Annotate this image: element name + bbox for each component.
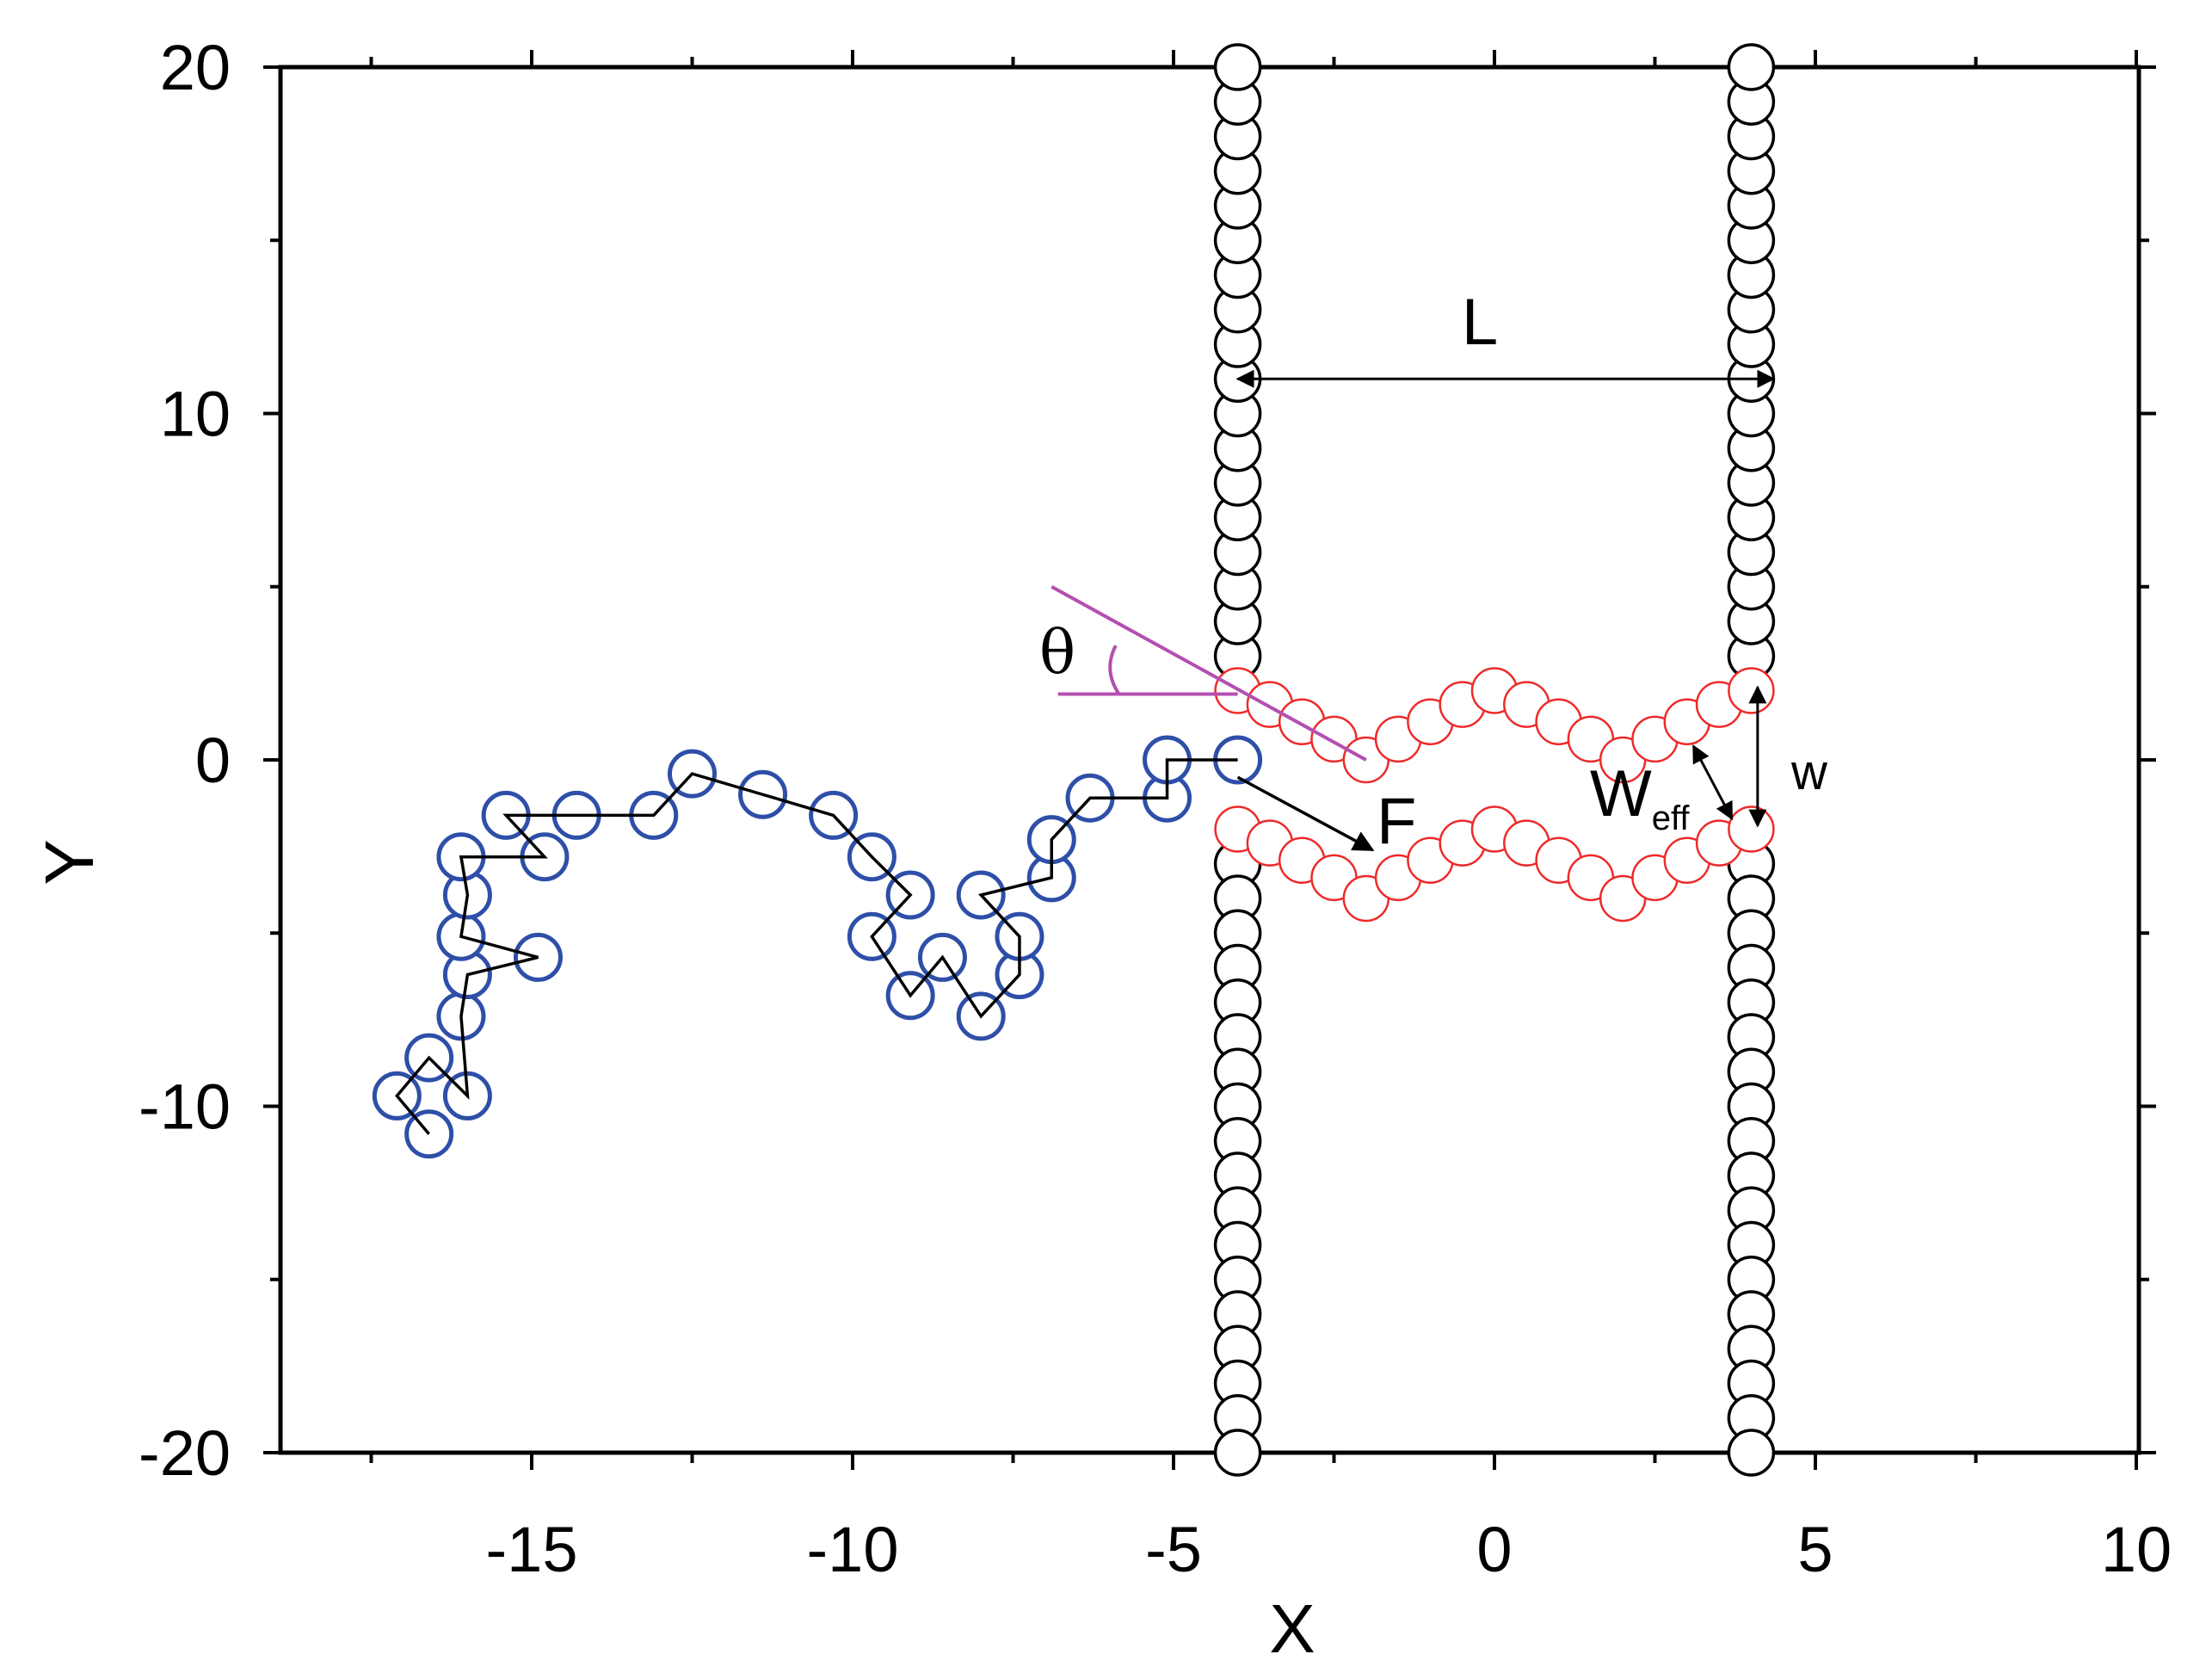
label-w: w: [1790, 744, 1828, 800]
label-w-eff: Weff: [1590, 757, 1690, 837]
label-theta: θ: [1039, 617, 1075, 688]
y-tick-label: -10: [139, 1071, 231, 1143]
channel-bead: [1728, 667, 1775, 714]
wall-bead: [1213, 43, 1262, 91]
wall-bead: [1213, 1429, 1262, 1477]
label-w-eff-sub: eff: [1652, 799, 1691, 837]
tick-labels: -15 -10 -5 0 5 10 20 10 0 -10 -20: [139, 32, 2172, 1585]
channel-walls: [1213, 43, 1776, 1477]
wall-bead: [1727, 1429, 1776, 1477]
label-L: L: [1462, 286, 1498, 359]
x-tick-label: -10: [807, 1514, 899, 1585]
theta-arc: [1108, 645, 1121, 695]
channel-beads: [1214, 667, 1775, 923]
x-tick-label: 5: [1797, 1514, 1833, 1585]
x-tick-label: 0: [1476, 1514, 1512, 1585]
F-arrow: [1236, 775, 1375, 852]
y-tick-label: 20: [160, 32, 231, 103]
ticks: [263, 50, 2156, 1470]
polymer-chain: [372, 735, 1263, 1159]
y-tick-label: 0: [195, 725, 231, 796]
label-F: F: [1377, 785, 1416, 858]
y-tick-label: 10: [160, 379, 231, 450]
annotations: L F θ w Weff: [1039, 286, 1828, 858]
polymer-backbone: [395, 758, 1238, 1135]
x-axis-title: X: [1269, 1590, 1315, 1667]
x-tick-label: -5: [1145, 1514, 1202, 1585]
y-tick-label: -20: [139, 1417, 231, 1489]
label-w-eff-base: W: [1590, 757, 1652, 830]
channel-bead: [1728, 806, 1775, 853]
wall-bead: [1727, 43, 1776, 91]
x-tick-label: 10: [2101, 1514, 2172, 1585]
w-eff-arrow: [1691, 744, 1734, 821]
x-tick-label: -15: [486, 1514, 578, 1585]
y-axis-title: Y: [31, 839, 108, 885]
theta-line-upper: [1051, 584, 1367, 762]
